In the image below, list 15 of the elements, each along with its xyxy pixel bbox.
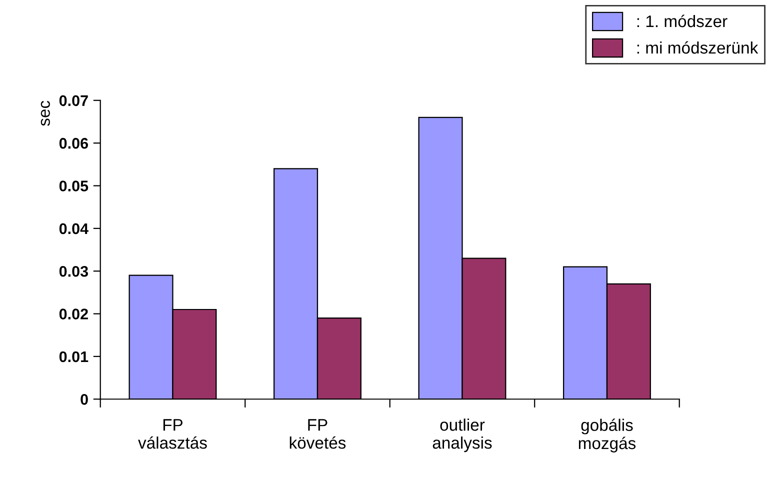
y-tick-label: 0.04 xyxy=(59,223,88,234)
y-tick-label: 0.07 xyxy=(59,95,88,106)
legend-label: : mi módszerünk xyxy=(637,41,758,54)
x-tick-label: gobális mozgás xyxy=(578,418,636,452)
y-tick-label: 0.01 xyxy=(59,351,88,362)
x-tick-label: FP követés xyxy=(290,419,346,449)
legend-label: : 1. módszer xyxy=(637,14,728,28)
y-tick-label: 0.06 xyxy=(59,138,88,149)
y-tick-label: 0 xyxy=(80,394,88,405)
y-tick-label: 0.05 xyxy=(59,180,88,192)
x-tick-label: FP választás xyxy=(138,419,207,449)
y-axis-title: sec xyxy=(40,100,50,126)
y-tick-label: 0.02 xyxy=(59,308,88,320)
x-tick-label: outlier analysis xyxy=(432,418,492,452)
y-tick-label: 0.03 xyxy=(59,266,88,277)
